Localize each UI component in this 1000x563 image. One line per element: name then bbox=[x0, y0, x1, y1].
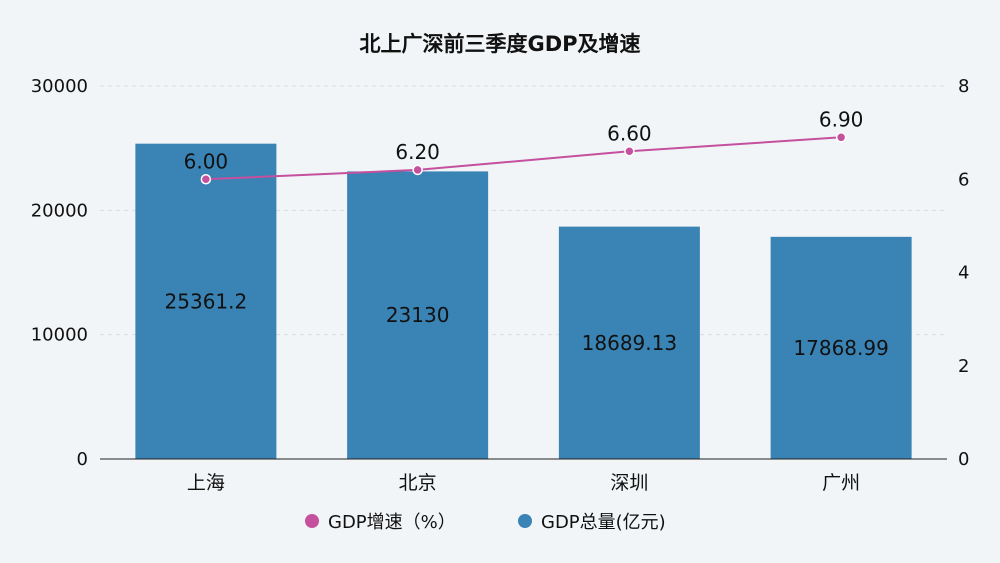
bar bbox=[135, 143, 277, 459]
x-tick-label: 北京 bbox=[399, 472, 437, 494]
bar-data-label: 23130 bbox=[386, 303, 450, 327]
growth-point bbox=[624, 146, 635, 157]
x-tick-label: 上海 bbox=[187, 472, 225, 494]
y-right-tick-label: 6 bbox=[958, 169, 969, 190]
y-right-tick-label: 2 bbox=[958, 356, 969, 377]
y-right-tick-label: 8 bbox=[958, 76, 969, 97]
growth-line bbox=[205, 136, 842, 181]
chart-title: 北上广深前三季度GDP及增速 bbox=[359, 32, 640, 56]
line-layer bbox=[200, 132, 847, 185]
growth-data-label: 6.60 bbox=[607, 121, 652, 145]
x-tick-label: 深圳 bbox=[610, 472, 648, 494]
x-tick-label: 广州 bbox=[822, 472, 860, 494]
bars-layer bbox=[135, 143, 912, 460]
legend-swatch-growth bbox=[305, 514, 319, 528]
bar bbox=[347, 171, 489, 460]
bar-data-label: 17868.99 bbox=[793, 336, 888, 360]
legend-swatch-gdp bbox=[518, 514, 532, 528]
bar bbox=[770, 236, 912, 459]
legend: GDP增速（%） GDP总量(亿元) bbox=[305, 512, 666, 533]
y-right-tick-label: 0 bbox=[958, 449, 969, 470]
bar-data-label: 25361.2 bbox=[165, 289, 248, 313]
labels-layer: 25361.2 23130 18689.13 17868.99 6.00 6.20 6.60… bbox=[165, 107, 889, 360]
legend-label-growth: GDP增速（%） bbox=[328, 512, 456, 533]
y-left-tick-label: 10000 bbox=[31, 325, 88, 346]
legend-label-gdp: GDP总量(亿元) bbox=[541, 512, 666, 533]
axis-layer: 0 10000 20000 30000 0 2 4 6 8 上海 北京 深圳 广州 bbox=[31, 76, 970, 494]
bar-data-label: 18689.13 bbox=[582, 331, 677, 355]
growth-point bbox=[200, 174, 212, 185]
growth-data-label: 6.00 bbox=[184, 149, 229, 173]
y-left-tick-label: 20000 bbox=[31, 200, 88, 221]
y-left-tick-label: 30000 bbox=[31, 76, 88, 97]
growth-data-label: 6.90 bbox=[819, 107, 864, 131]
growth-data-label: 6.20 bbox=[395, 140, 440, 164]
growth-point bbox=[412, 164, 423, 176]
growth-point bbox=[835, 132, 847, 143]
y-left-tick-label: 0 bbox=[77, 449, 88, 470]
y-right-tick-label: 4 bbox=[958, 263, 969, 284]
bar bbox=[558, 226, 700, 459]
